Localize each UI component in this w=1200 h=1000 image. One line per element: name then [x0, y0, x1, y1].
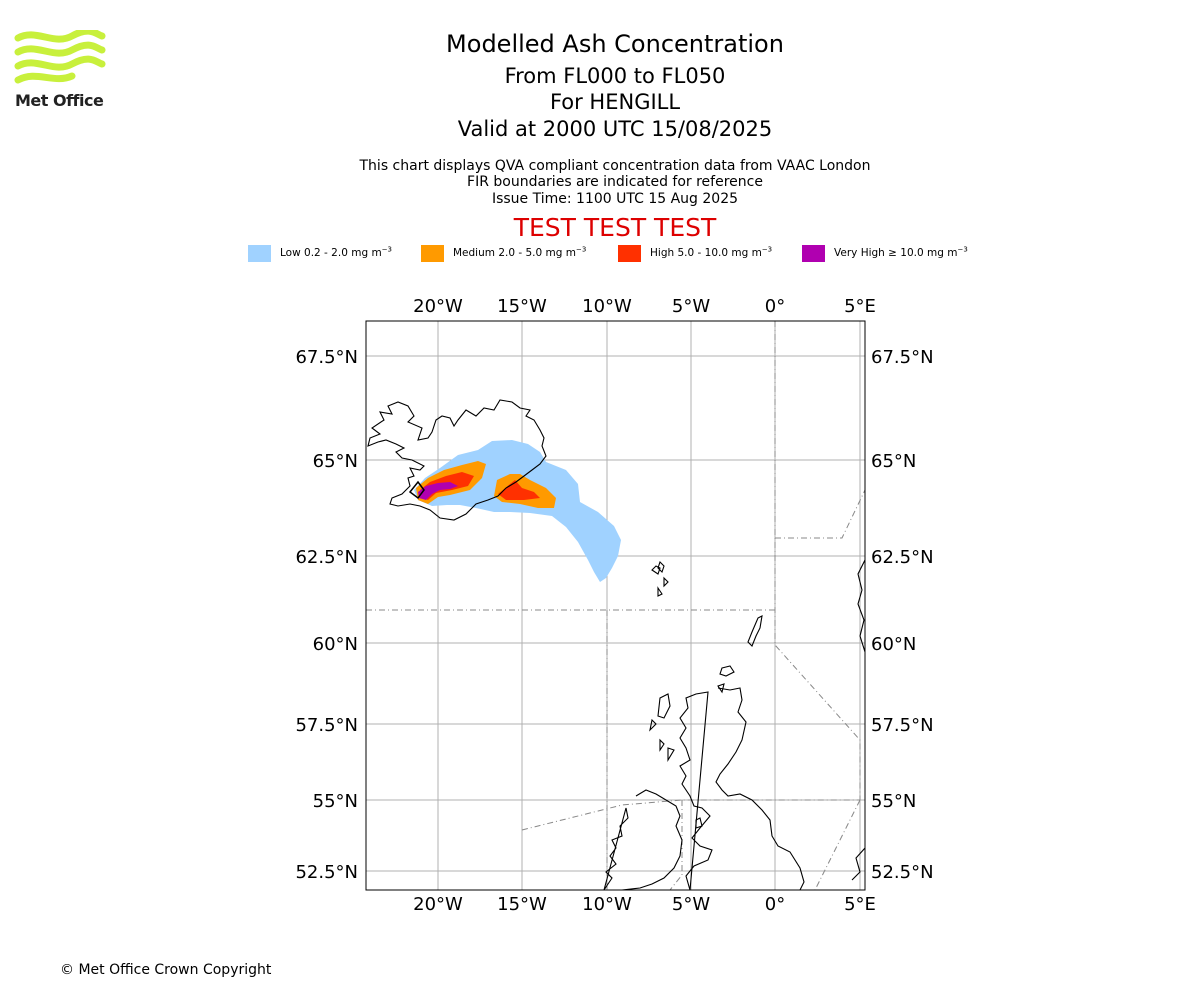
- legend-swatch-high: [618, 245, 641, 262]
- faroe-islands: [651, 560, 669, 597]
- flight-levels: From FL000 to FL050: [504, 64, 726, 88]
- met-office-logo: Met Office: [14, 30, 106, 112]
- volcano-marker-icon: [408, 480, 425, 500]
- lat-label-right-5: 55°N: [871, 791, 916, 812]
- fir-boundaries: [366, 321, 865, 890]
- lon-label-top-5: 5°E: [844, 296, 876, 317]
- legend-label-medium: Medium 2.0 - 5.0 mg m−3: [453, 245, 587, 259]
- ash-area-high-east: [498, 480, 540, 500]
- description-text: This chart displays QVA compliant concen…: [359, 158, 871, 174]
- lon-label-top-0: 20°W: [413, 296, 463, 317]
- lon-label-top-1: 15°W: [497, 296, 547, 317]
- isle-of-man: [695, 817, 703, 829]
- wave-logo-icon: [14, 30, 106, 84]
- lat-label-right-3: 60°N: [871, 634, 916, 655]
- legend-label-low: Low 0.2 - 2.0 mg m−3: [280, 245, 393, 259]
- lon-label-bottom-0: 20°W: [413, 894, 463, 915]
- lat-label-left-0: 67.5°N: [295, 347, 358, 368]
- lon-labels-top: 20°W 15°W 10°W 5°W 0° 5°E: [413, 296, 876, 317]
- lon-label-bottom-3: 5°W: [672, 894, 710, 915]
- iceland-coast: [367, 399, 547, 521]
- lon-label-bottom-1: 15°W: [497, 894, 547, 915]
- legend-swatch-very-high: [802, 245, 825, 262]
- lat-labels-left: 67.5°N 65°N 62.5°N 60°N 57.5°N 55°N 52.5…: [295, 347, 358, 883]
- logo-wordmark: Met Office: [15, 91, 104, 110]
- map-frame: [365, 320, 866, 891]
- fir-note: FIR boundaries are indicated for referen…: [467, 174, 763, 190]
- coastlines: [367, 399, 865, 890]
- issue-time: Issue Time: 1100 UTC 15 Aug 2025: [491, 191, 739, 207]
- lon-label-top-2: 10°W: [582, 296, 632, 317]
- gridlines: [366, 321, 865, 890]
- ash-area-very-high: [418, 482, 458, 500]
- location-label: For HENGILL: [549, 90, 681, 114]
- great-britain-coast: [679, 687, 805, 890]
- lat-label-left-5: 55°N: [313, 791, 358, 812]
- lon-label-top-4: 0°: [765, 296, 785, 317]
- legend-label-high: High 5.0 - 10.0 mg m−3: [650, 245, 773, 259]
- lat-label-right-4: 57.5°N: [871, 715, 934, 736]
- lat-label-right-0: 67.5°N: [871, 347, 934, 368]
- lat-labels-right: 67.5°N 65°N 62.5°N 60°N 57.5°N 55°N 52.5…: [871, 347, 934, 883]
- map-background: [366, 321, 865, 890]
- lat-label-left-4: 57.5°N: [295, 715, 358, 736]
- chart-title: Modelled Ash Concentration: [446, 30, 784, 58]
- hebrides: [649, 693, 675, 762]
- legend-swatch-low: [248, 245, 271, 262]
- copyright: © Met Office Crown Copyright: [60, 962, 272, 978]
- legend-label-very-high: Very High ≥ 10.0 mg m−3: [834, 245, 968, 259]
- lat-label-right-6: 52.5°N: [871, 862, 934, 883]
- lat-label-left-6: 52.5°N: [295, 862, 358, 883]
- lat-label-left-1: 65°N: [313, 451, 358, 472]
- lon-label-top-3: 5°W: [672, 296, 710, 317]
- lat-label-left-2: 62.5°N: [295, 547, 358, 568]
- lon-label-bottom-2: 10°W: [582, 894, 632, 915]
- ireland-coast: [603, 789, 683, 890]
- lat-label-right-2: 62.5°N: [871, 547, 934, 568]
- lon-label-bottom-5: 5°E: [844, 894, 876, 915]
- lat-label-left-3: 60°N: [313, 634, 358, 655]
- lat-label-right-1: 65°N: [871, 451, 916, 472]
- test-banner: TEST TEST TEST: [513, 213, 717, 242]
- shetland-islands: [747, 615, 763, 647]
- orkney-islands: [717, 665, 735, 694]
- lon-labels-bottom: 20°W 15°W 10°W 5°W 0° 5°E: [413, 894, 876, 915]
- legend-swatch-medium: [421, 245, 444, 262]
- lon-label-bottom-4: 0°: [765, 894, 785, 915]
- valid-time: Valid at 2000 UTC 15/08/2025: [457, 117, 773, 141]
- continent-coast: [851, 559, 865, 881]
